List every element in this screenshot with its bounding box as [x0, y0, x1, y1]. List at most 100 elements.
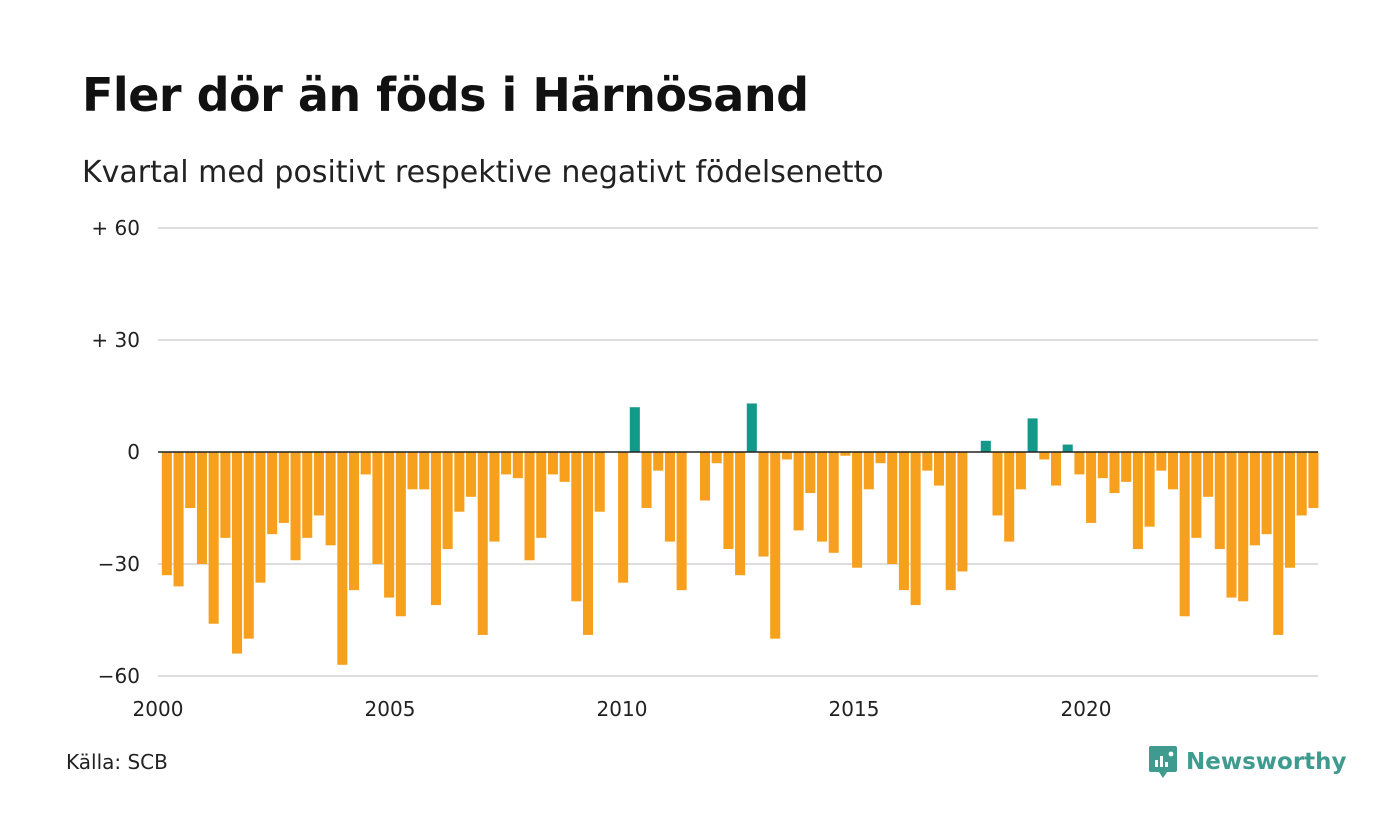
bar-negative — [1308, 452, 1319, 508]
bar-negative — [1273, 452, 1284, 635]
bar-negative — [290, 452, 301, 561]
bar-negative — [501, 452, 512, 475]
bar-negative — [1156, 452, 1167, 471]
bar-negative — [185, 452, 196, 508]
bar-negative — [1179, 452, 1190, 617]
y-tick-label: −60 — [98, 664, 140, 688]
bar-negative — [1296, 452, 1307, 516]
bar-negative — [454, 452, 465, 512]
bar-negative — [910, 452, 921, 606]
bar-negative — [1086, 452, 1097, 523]
bar-negative — [664, 452, 675, 542]
bar-positive — [980, 440, 991, 452]
bar-negative — [547, 452, 558, 475]
bar-negative — [1214, 452, 1225, 550]
bar-negative — [781, 452, 792, 460]
bar-negative — [933, 452, 945, 486]
y-tick-label: + 60 — [91, 216, 140, 240]
bar-negative — [1109, 452, 1120, 494]
bar-negative — [816, 452, 828, 542]
bar-negative — [1039, 452, 1050, 460]
bar-negative — [653, 452, 664, 471]
bar-negative — [582, 452, 594, 635]
bar-negative — [1121, 452, 1132, 482]
chart-title: Fler dör än föds i Härnösand — [82, 68, 809, 122]
bar-negative — [852, 452, 863, 568]
chart-subtitle: Kvartal med positivt respektive negativt… — [82, 155, 884, 190]
bar-negative — [349, 452, 360, 591]
bar-negative — [758, 452, 769, 557]
bar-negative — [957, 452, 968, 572]
bar-negative — [723, 452, 734, 550]
bar-negative — [559, 452, 570, 482]
bar-negative — [489, 452, 500, 542]
bar-negative — [196, 452, 207, 564]
newsworthy-logo: Newsworthy — [1148, 744, 1347, 780]
bar-negative — [442, 452, 453, 550]
bar-negative — [699, 452, 711, 501]
bar-negative — [1191, 452, 1202, 538]
bar-negative — [1167, 452, 1179, 490]
bar-negative — [278, 452, 289, 523]
bar-negative — [1144, 452, 1155, 527]
bar-negative — [875, 452, 886, 464]
bar-negative — [302, 452, 313, 538]
bar-negative — [805, 452, 816, 494]
bar-negative — [793, 452, 804, 531]
bar-negative — [887, 452, 898, 564]
y-tick-label: 0 — [127, 440, 140, 464]
bar-negative — [1050, 452, 1062, 486]
bar-negative — [1004, 452, 1015, 542]
y-tick-label: + 30 — [91, 328, 140, 352]
bar-negative — [735, 452, 746, 576]
bar-negative — [1249, 452, 1260, 546]
bar-negative — [1015, 452, 1026, 490]
bar-negative — [524, 452, 535, 561]
x-tick-label: 2020 — [1061, 697, 1112, 721]
bar-negative — [1226, 452, 1237, 598]
x-tick-label: 2005 — [365, 697, 416, 721]
bar-negative — [466, 452, 477, 497]
bar-negative — [840, 452, 851, 456]
bar-negative — [711, 452, 722, 464]
bar-negative — [220, 452, 231, 538]
bar-negative — [945, 452, 956, 591]
bar-negative — [512, 452, 523, 479]
bar-negative — [676, 452, 687, 591]
bar-negative — [770, 452, 781, 639]
bar-negative — [863, 452, 874, 490]
bar-negative — [419, 452, 430, 490]
bar-negative — [313, 452, 324, 516]
y-tick-label: −30 — [98, 552, 140, 576]
bar-negative — [1238, 452, 1249, 602]
bar-negative — [536, 452, 547, 538]
bar-negative — [922, 452, 933, 471]
bar-negative — [1284, 452, 1296, 568]
bar-positive — [629, 407, 640, 452]
bar-negative — [1132, 452, 1143, 550]
bar-negative — [618, 452, 629, 583]
bar-positive — [1027, 418, 1038, 452]
bar-negative — [161, 452, 172, 576]
bar-positive — [1062, 444, 1073, 452]
bar-negative — [232, 452, 243, 654]
bar-negative — [325, 452, 336, 546]
bar-negative — [243, 452, 254, 639]
x-tick-label: 2010 — [597, 697, 648, 721]
bar-negative — [372, 452, 383, 564]
bar-positive — [746, 403, 757, 452]
bar-negative — [337, 452, 348, 665]
bar-negative — [255, 452, 266, 583]
bar-negative — [898, 452, 909, 591]
bar-negative — [1074, 452, 1085, 475]
bar-negative — [395, 452, 406, 617]
bar-negative — [208, 452, 219, 624]
newsworthy-logo-icon — [1149, 746, 1177, 778]
brand-name: Newsworthy — [1186, 749, 1347, 775]
bar-negative — [384, 452, 395, 598]
bar-negative — [267, 452, 278, 535]
bar-negative — [360, 452, 371, 475]
bar-negative — [1203, 452, 1214, 497]
x-tick-label: 2015 — [829, 697, 880, 721]
bar-negative — [173, 452, 184, 587]
